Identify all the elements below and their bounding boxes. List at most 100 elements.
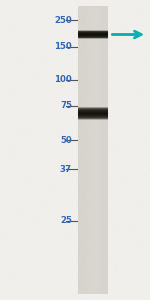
Point bbox=[75, 41, 77, 46]
Point bbox=[32, 11, 35, 16]
Point bbox=[34, 174, 37, 178]
Point bbox=[42, 8, 44, 13]
Point bbox=[109, 43, 111, 48]
Point bbox=[32, 200, 34, 205]
Point bbox=[0, 95, 2, 100]
Point bbox=[61, 252, 63, 257]
Point bbox=[25, 188, 27, 193]
Point bbox=[21, 171, 23, 176]
Point bbox=[140, 200, 143, 205]
Point bbox=[108, 143, 110, 148]
Point bbox=[41, 10, 43, 15]
Point bbox=[83, 132, 86, 136]
Point bbox=[28, 42, 30, 46]
Point bbox=[22, 242, 25, 247]
Point bbox=[138, 285, 141, 290]
Point bbox=[141, 223, 144, 227]
Point bbox=[53, 260, 55, 265]
Point bbox=[146, 283, 149, 287]
Point bbox=[123, 286, 125, 291]
Point bbox=[146, 290, 148, 295]
Point bbox=[52, 64, 55, 69]
Point bbox=[36, 11, 39, 16]
Point bbox=[114, 108, 117, 113]
Point bbox=[8, 68, 10, 73]
Point bbox=[78, 12, 81, 17]
Point bbox=[89, 24, 92, 29]
Point bbox=[129, 268, 131, 273]
Point bbox=[138, 254, 141, 259]
Point bbox=[44, 63, 46, 68]
Point bbox=[101, 288, 104, 293]
Point bbox=[77, 62, 80, 67]
Point bbox=[65, 233, 67, 238]
Point bbox=[101, 66, 103, 71]
Point bbox=[113, 118, 116, 123]
Point bbox=[147, 264, 149, 269]
Point bbox=[137, 6, 140, 11]
Point bbox=[34, 50, 37, 55]
Point bbox=[106, 234, 109, 239]
Point bbox=[140, 284, 142, 289]
Point bbox=[81, 101, 83, 106]
Point bbox=[135, 25, 138, 29]
Point bbox=[131, 4, 134, 9]
Point bbox=[117, 144, 119, 148]
Point bbox=[25, 281, 27, 286]
Point bbox=[97, 43, 100, 48]
Point bbox=[40, 278, 43, 283]
Point bbox=[4, 235, 6, 239]
Point bbox=[6, 82, 8, 87]
Point bbox=[2, 260, 4, 265]
Point bbox=[138, 38, 141, 42]
Point bbox=[33, 256, 36, 261]
Point bbox=[61, 128, 63, 133]
Point bbox=[119, 93, 122, 98]
Point bbox=[136, 40, 138, 45]
Point bbox=[115, 70, 117, 75]
Point bbox=[129, 50, 131, 55]
Point bbox=[23, 30, 26, 34]
Point bbox=[106, 82, 109, 87]
Point bbox=[119, 295, 121, 299]
Point bbox=[104, 233, 106, 238]
Point bbox=[142, 203, 144, 208]
Point bbox=[66, 294, 69, 299]
Point bbox=[123, 46, 125, 51]
Point bbox=[85, 88, 88, 93]
Point bbox=[68, 102, 70, 107]
Point bbox=[141, 258, 143, 262]
Point bbox=[33, 73, 35, 78]
Point bbox=[60, 80, 62, 85]
Point bbox=[92, 195, 94, 200]
Point bbox=[37, 237, 39, 242]
Point bbox=[137, 238, 139, 243]
Point bbox=[64, 96, 67, 100]
Point bbox=[143, 285, 145, 290]
Point bbox=[17, 202, 19, 207]
Point bbox=[19, 160, 22, 164]
Point bbox=[4, 64, 6, 69]
Point bbox=[57, 0, 59, 4]
Point bbox=[108, 48, 110, 53]
Point bbox=[56, 161, 59, 166]
Point bbox=[16, 152, 18, 157]
Point bbox=[8, 156, 10, 161]
Point bbox=[18, 260, 21, 265]
Point bbox=[0, 71, 3, 76]
Point bbox=[103, 188, 106, 192]
Point bbox=[70, 248, 73, 253]
Point bbox=[82, 215, 85, 220]
Point bbox=[55, 200, 57, 204]
Point bbox=[117, 107, 120, 112]
Point bbox=[46, 220, 48, 224]
Point bbox=[28, 226, 30, 231]
Point bbox=[122, 133, 124, 138]
Point bbox=[57, 274, 60, 279]
Point bbox=[25, 188, 27, 192]
Point bbox=[55, 144, 57, 149]
Point bbox=[118, 219, 121, 224]
Point bbox=[110, 119, 112, 124]
Point bbox=[132, 74, 135, 79]
Point bbox=[129, 66, 132, 70]
